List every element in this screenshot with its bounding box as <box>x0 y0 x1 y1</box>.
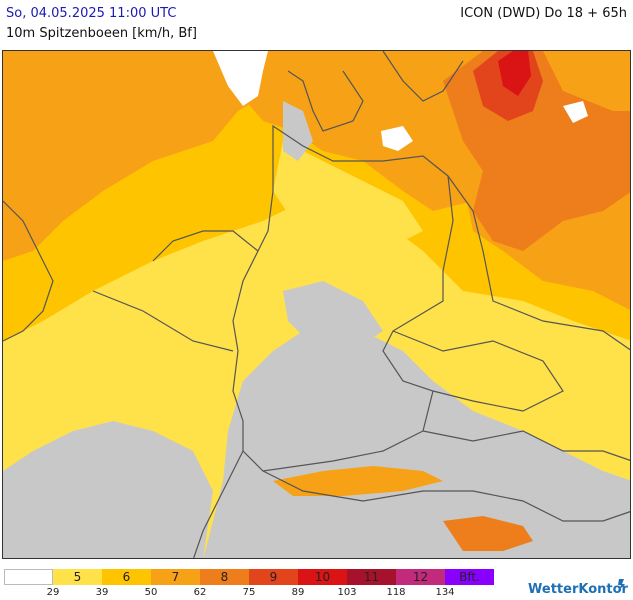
border-poland <box>447 175 630 351</box>
field-below-center <box>283 281 383 351</box>
legend-tick-label: 39 <box>95 587 109 598</box>
gust-map-canvas <box>3 51 630 558</box>
legend-tick-label: 50 <box>144 587 158 598</box>
field-bf10-baltic <box>498 51 531 96</box>
field-bf8-southeast <box>443 516 533 551</box>
border-uk <box>3 200 54 342</box>
legend-swatch: 8 <box>200 569 249 585</box>
legend-swatch: Bft. <box>445 569 494 585</box>
field-white-east <box>563 101 588 123</box>
legend-tick-label: 75 <box>242 587 256 598</box>
field-bf7-alps <box>273 466 443 496</box>
border-denmark <box>287 70 364 132</box>
legend-tick-label: 118 <box>386 587 406 598</box>
field-bf5-northcentral <box>273 141 423 251</box>
legend-swatch <box>4 569 53 585</box>
legend-swatch: 7 <box>151 569 200 585</box>
border-alps <box>262 470 630 522</box>
legend-swatch: 10 <box>298 569 347 585</box>
parameter-title: 10m Spitzenboeen [km/h, Bf] <box>6 26 197 41</box>
border-belgium-france <box>92 290 234 352</box>
legend-tick-label: 89 <box>291 587 305 598</box>
border-sweden <box>382 51 464 102</box>
border-austria <box>422 430 630 461</box>
legend-tick-label: 134 <box>435 587 455 598</box>
field-below-denmark <box>283 101 313 161</box>
legend-swatch: 6 <box>102 569 151 585</box>
field-white-baltic <box>381 126 413 151</box>
legend-tick-label: 29 <box>46 587 60 598</box>
field-below-southwest <box>3 421 213 558</box>
border-czech <box>392 330 564 412</box>
legend-swatch: 11 <box>347 569 396 585</box>
field-bf7-northwest <box>3 51 278 261</box>
logo-mark-icon <box>618 579 625 590</box>
legend-tick-label: 62 <box>193 587 207 598</box>
model-run-label: ICON (DWD) Do 18 + 65h <box>460 6 627 21</box>
country-borders <box>3 51 630 558</box>
legend-tick-label: 103 <box>337 587 357 598</box>
border-coast-netherlands <box>152 230 259 262</box>
gust-map <box>2 50 631 559</box>
legend-swatch: 5 <box>53 569 102 585</box>
border-france-switzerland <box>193 450 244 558</box>
wetterkontor-logo: WetterKontor <box>528 582 628 597</box>
date-time-label: So, 04.05.2025 11:00 UTC <box>6 6 177 21</box>
legend-swatch: 12 <box>396 569 445 585</box>
field-white-northsea <box>213 51 268 106</box>
legend-swatch: 9 <box>249 569 298 585</box>
